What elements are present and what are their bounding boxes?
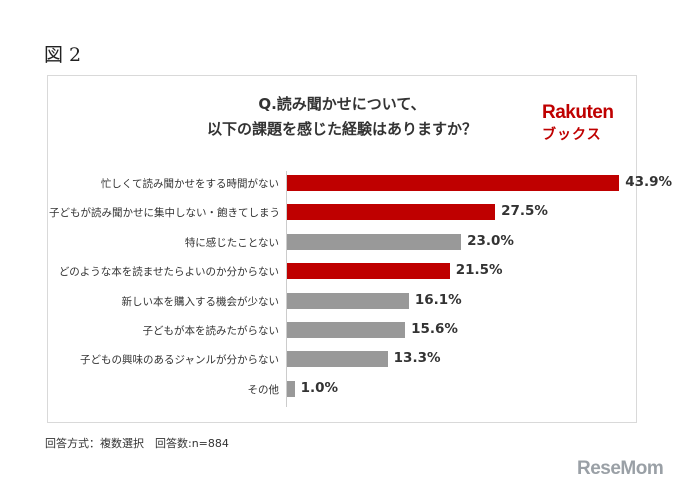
rakuten-books-logo: Rakuten ブックス [542, 102, 628, 142]
category-label: その他 [247, 383, 280, 396]
bar-value-label: 43.9% [625, 174, 673, 190]
chart-title-line-1: Q.読み聞かせについて、 [258, 95, 426, 113]
bar-value-label: 21.5% [455, 262, 503, 279]
bar [287, 380, 295, 397]
logo-sub: ブックス [542, 126, 602, 142]
bar [287, 233, 462, 250]
footnote: 回答方式：複数選択 回答数:n=884 [45, 437, 229, 450]
bar-value-label: 23.0% [467, 232, 514, 249]
bar [287, 351, 388, 368]
chart-panel: Q.読み聞かせについて、 以下の課題を感じた経験はありますか？ Rakuten … [47, 75, 672, 423]
bar-value-label: 27.5% [501, 203, 548, 220]
bar [287, 322, 406, 338]
category-label: どのような本を読ませたらよいのか分からない [58, 266, 279, 279]
category-label: 忙しくて読み聞かせをする時間がない [100, 178, 279, 190]
category-label: 子どもの興味のあるジャンルが分からない [80, 354, 279, 367]
bar-value-label: 13.3% [393, 350, 441, 367]
bar-value-label: 16.1% [414, 291, 462, 308]
bar [287, 263, 450, 280]
bar [287, 175, 620, 191]
resemom-watermark: ReseMom [577, 458, 664, 479]
category-label: 子どもが読み聞かせに集中しない・飽きてしまう [49, 207, 280, 220]
category-label: 新しい本を購入する機会が少ない [121, 295, 280, 308]
category-label: 子どもが本を読みたがらない [142, 325, 280, 337]
category-label: 特に感じたことない [184, 236, 279, 249]
category-axis-line [286, 171, 287, 407]
figure-label: 図 2 [44, 44, 82, 66]
bar [287, 204, 496, 221]
chart-title: Q.読み聞かせについて、 以下の課題を感じた経験はありますか？ [48, 92, 636, 142]
bar [287, 292, 409, 309]
chart-title-line-2: 以下の課題を感じた経験はありますか？ [206, 120, 477, 138]
bar-value-label: 15.6% [411, 321, 458, 337]
logo-brand: Rakuten [542, 102, 614, 123]
bar-value-label: 1.0% [300, 379, 339, 396]
